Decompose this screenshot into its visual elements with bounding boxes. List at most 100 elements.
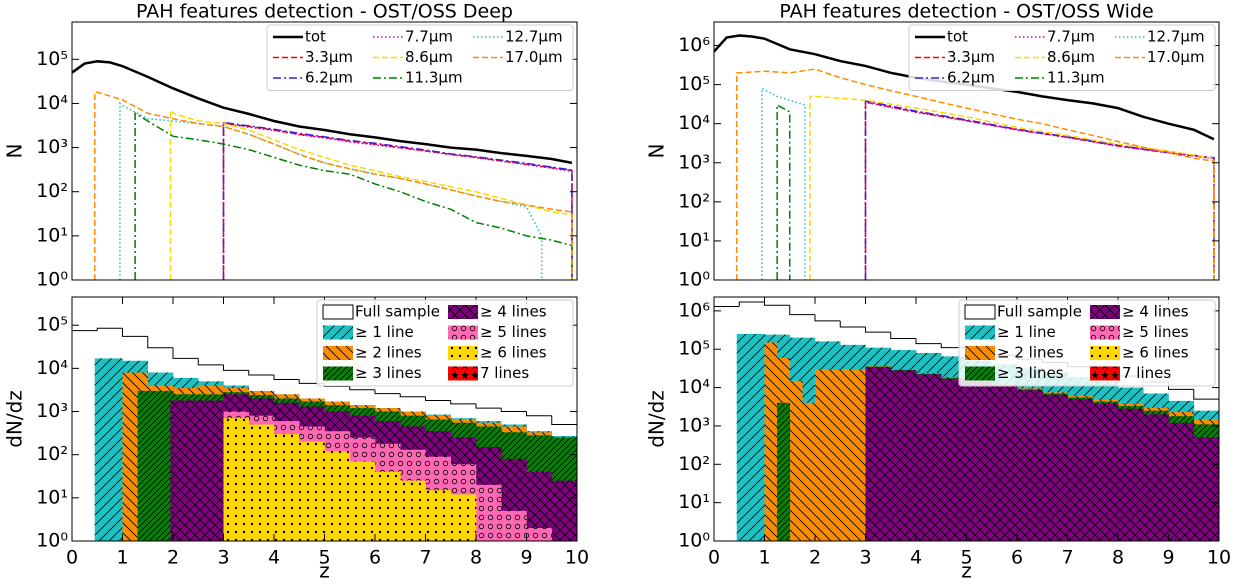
legend-label: ≥ 6 lines: [480, 344, 547, 362]
step-bin: [147, 336, 173, 349]
hist-bin: [349, 461, 376, 541]
hist-bin: [991, 385, 1018, 541]
line: [222, 122, 573, 280]
legend-swatch: [964, 304, 996, 320]
x-tick-label: 8: [470, 547, 482, 569]
legend-box: [266, 24, 574, 91]
step-bin: [475, 403, 502, 409]
step-bin: [764, 302, 790, 306]
hist-bin: [324, 451, 351, 541]
x-tick-label: 1: [116, 547, 128, 569]
x-tick-label: 9: [520, 547, 532, 569]
step-bin: [298, 379, 325, 384]
legend-label: Full sample: [997, 303, 1082, 321]
legend-label: 12.7μm: [505, 28, 563, 46]
legend-swatch: [448, 305, 478, 319]
y-tick-label: 10³: [36, 400, 68, 422]
legend-swatch: [448, 325, 478, 340]
legend-label: ≥ 1 line: [997, 323, 1056, 341]
y-tick-label: 10⁰: [678, 530, 710, 552]
legend-label: ≥ 2 lines: [355, 344, 422, 362]
legend-label: 12.7μm: [1147, 28, 1205, 46]
step-bin: [172, 347, 199, 359]
legend-label: 7.7μm: [405, 28, 453, 46]
legend-label: 7 lines: [1122, 364, 1171, 382]
step-bin: [1193, 389, 1219, 541]
legend-label: 6.2μm: [947, 69, 995, 87]
y-tick-label: 10⁴: [36, 92, 68, 114]
y-tick-label: 10⁰: [36, 530, 68, 552]
legend-box: [316, 299, 574, 387]
step-bin: [714, 306, 740, 541]
legend-label: 17.0μm: [505, 48, 563, 66]
x-tick-label: 3: [217, 547, 229, 569]
y-tick-label: 10³: [678, 151, 710, 173]
line: [864, 101, 1215, 280]
x-tick-label: 9: [1162, 547, 1174, 569]
line: [222, 121, 573, 280]
line: [776, 103, 791, 280]
legend-label: 8.6μm: [1047, 48, 1095, 66]
step-bin: [915, 338, 942, 345]
step-bin: [738, 301, 765, 307]
chart-title: PAH features detection - OST/OSS Wide: [779, 1, 1153, 23]
y-tick-label: 10²: [678, 453, 710, 475]
line: [761, 87, 806, 280]
chart-title: PAH features detection - OST/OSS Deep: [136, 1, 513, 23]
hist-bin: [450, 494, 477, 541]
y-tick-label: 10⁵: [36, 48, 68, 70]
hist-bin: [551, 480, 577, 541]
x-tick-label: 5: [960, 547, 972, 569]
hist-bin: [198, 400, 224, 541]
hist-bin: [840, 369, 866, 541]
axes-frame: [713, 21, 1220, 281]
line: [72, 60, 573, 165]
step-bin: [940, 343, 967, 349]
hist-bin: [966, 381, 993, 541]
hist-bin: [1168, 422, 1195, 541]
axes-frame: [71, 21, 578, 281]
legend-label: 6.2μm: [305, 69, 353, 87]
legend-label: 3.3μm: [305, 48, 353, 66]
step-bin: [500, 408, 527, 413]
y-tick-label: 10⁶: [678, 299, 710, 321]
step-bin: [223, 364, 249, 371]
hist-bin: [137, 390, 174, 541]
y-tick-label: 10⁴: [36, 357, 68, 379]
hist-bin: [916, 374, 942, 541]
legend-label: 11.3μm: [405, 69, 463, 87]
legend-swatch: [1090, 366, 1120, 381]
hist-bin: [1193, 437, 1219, 541]
step-bin: [349, 386, 375, 391]
y-axis-label: N: [3, 144, 27, 159]
legend-swatch: [965, 346, 995, 360]
legend-swatch: [1090, 325, 1120, 340]
hist-bin: [248, 424, 275, 541]
legend-label: ≥ 3 lines: [355, 364, 422, 382]
y-tick-label: 10¹: [36, 486, 68, 508]
legend-label: ≥ 5 lines: [480, 323, 547, 341]
legend-swatch: [323, 346, 353, 360]
x-tick-label: 4: [910, 547, 922, 569]
legend-label: 7 lines: [480, 364, 529, 382]
x-tick-label: 1: [758, 547, 770, 569]
step-bin: [72, 330, 98, 541]
step-bin: [865, 326, 891, 333]
legend-box: [958, 299, 1216, 387]
line: [119, 101, 543, 280]
hist-bin: [223, 418, 250, 541]
hist-bin: [375, 471, 401, 541]
legend-swatch: [965, 325, 995, 340]
line: [134, 111, 573, 280]
y-tick-label: 10⁰: [36, 269, 68, 291]
x-tick-label: 4: [268, 547, 280, 569]
y-tick-label: 10⁵: [678, 338, 710, 360]
x-tick-label: 3: [859, 547, 871, 569]
legend-label: ≥ 5 lines: [1122, 323, 1189, 341]
hist-bin: [299, 441, 325, 541]
x-tick-label: 0: [66, 547, 78, 569]
line: [864, 100, 1215, 280]
x-tick-label: 6: [369, 547, 381, 569]
legend-swatch: [1090, 346, 1120, 360]
legend-label: ≥ 2 lines: [997, 344, 1064, 362]
